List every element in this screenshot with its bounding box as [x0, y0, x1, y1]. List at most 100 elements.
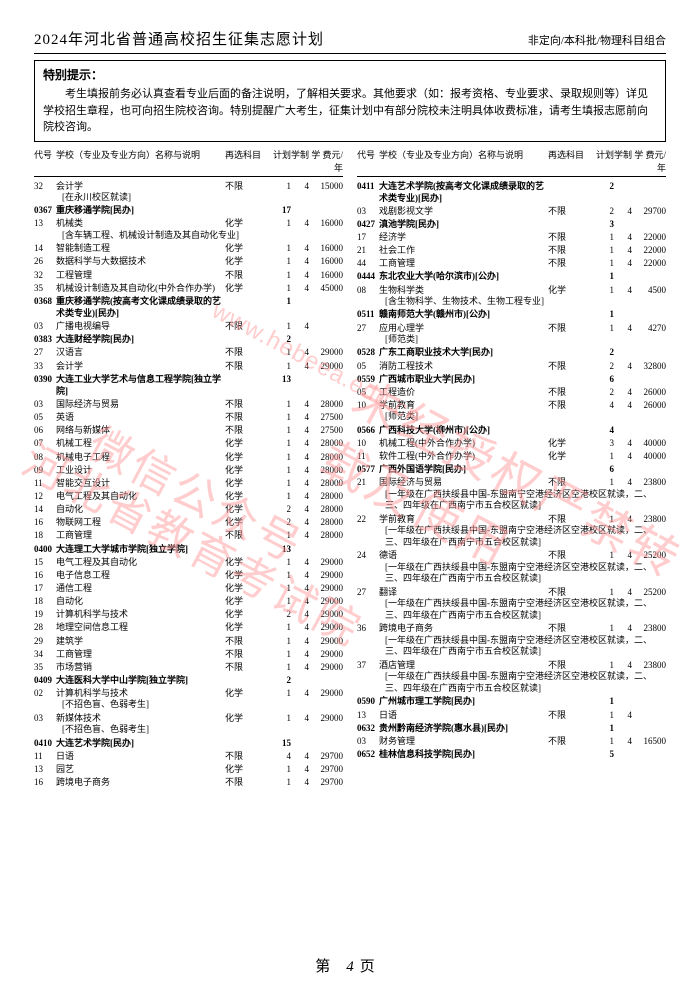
major-row: 35市场营销不限1429000	[34, 660, 343, 673]
cell-plan: 1	[271, 582, 291, 594]
col-header-code: 代号	[357, 148, 379, 174]
cell-plan: 1	[594, 586, 614, 598]
cell-fee: 27500	[309, 411, 343, 423]
page-header: 2024年河北省普通高校招生征集志愿计划 非定向/本科批/物理科目组合	[34, 28, 666, 54]
notice-body: 考生填报前务必认真查看专业后面的备注说明，了解相关要求。其他要求（如：报考资格、…	[43, 86, 657, 136]
cell-length: 4	[614, 399, 632, 411]
cell-code: 10	[357, 399, 379, 411]
cell-code: 33	[34, 360, 56, 372]
cell-length: 4	[291, 464, 309, 476]
school-row: 0444东北农业大学(哈尔滨市)[公办]1	[357, 269, 666, 282]
cell-name: 会计学	[56, 180, 225, 192]
cell-name: 工商管理	[56, 529, 225, 541]
cell-subject: 化学	[225, 282, 271, 294]
cell-plan: 1	[271, 712, 291, 724]
cell-code: 11	[34, 477, 56, 489]
cell-length	[614, 308, 632, 320]
cell-subject	[548, 748, 594, 760]
cell-code: 0400	[34, 543, 56, 555]
cell-code: 18	[34, 595, 56, 607]
cell-length: 4	[291, 320, 309, 332]
cell-subject: 不限	[548, 257, 594, 269]
cell-plan: 2	[594, 346, 614, 358]
cell-plan: 1	[271, 569, 291, 581]
cell-name: 电气工程及其自动化	[56, 556, 225, 568]
cell-name: 智能制造工程	[56, 242, 225, 254]
cell-subject	[548, 270, 594, 282]
cell-length: 4	[291, 569, 309, 581]
cell-name: 学前教育	[379, 399, 548, 411]
cell-length: 4	[614, 476, 632, 488]
cell-fee	[632, 373, 666, 385]
cell-fee	[309, 295, 343, 319]
cell-name: 网络与新媒体	[56, 424, 225, 436]
cell-fee: 16000	[309, 242, 343, 254]
cell-name: 德语	[379, 549, 548, 561]
cell-subject: 化学	[225, 503, 271, 515]
cell-name: 新媒体技术	[56, 712, 225, 724]
school-row: 0590广州城市理工学院[民办]1	[357, 694, 666, 707]
major-row: 15电气工程及其自动化化学1429000	[34, 555, 343, 568]
cell-fee	[309, 204, 343, 216]
cell-code: 29	[34, 635, 56, 647]
col-header-name: 学校（专业及专业方向）名称与说明	[56, 148, 225, 174]
cell-plan: 1	[271, 451, 291, 463]
cell-plan: 13	[271, 543, 291, 555]
cell-length: 4	[291, 750, 309, 762]
cell-code: 02	[34, 687, 56, 699]
cell-name: 汉语言	[56, 346, 225, 358]
major-row: 09工业设计化学1428000	[34, 463, 343, 476]
school-row: 0577广西外国语学院[民办]6	[357, 462, 666, 475]
cell-plan: 1	[271, 269, 291, 281]
cell-code: 27	[34, 346, 56, 358]
school-row: 0559广西城市职业大学[民办]6	[357, 372, 666, 385]
left-column-body: 32会计学不限1415000[在永川校区就读]0367重庆移通学院[民办]171…	[34, 179, 343, 789]
cell-plan: 1	[271, 595, 291, 607]
cell-length: 4	[291, 776, 309, 788]
cell-subject	[548, 463, 594, 475]
school-row: 0528广东工商职业技术大学[民办]2	[357, 345, 666, 358]
cell-length: 4	[614, 386, 632, 398]
cell-length	[291, 204, 309, 216]
cell-name: 工商管理	[56, 648, 225, 660]
major-row: 03国际经济与贸易不限1428000	[34, 397, 343, 410]
cell-name: 财务管理	[379, 735, 548, 747]
major-row: 05英语不限1427500	[34, 410, 343, 423]
cell-name: 计算机科学与技术	[56, 608, 225, 620]
major-row: 08生物科学类化学144500	[357, 283, 666, 296]
school-row: 0368重庆移通学院(按高考文化课成绩录取的艺术类专业)[民办]1	[34, 294, 343, 319]
cell-plan: 6	[594, 373, 614, 385]
cell-code: 26	[34, 255, 56, 267]
cell-length: 4	[614, 622, 632, 634]
cell-plan: 1	[594, 476, 614, 488]
cell-name: 大连理工大学城市学院[独立学院]	[56, 543, 225, 555]
cell-plan: 1	[594, 308, 614, 320]
cell-subject: 不限	[225, 648, 271, 660]
major-row: 03新媒体技术化学1429000	[34, 711, 343, 724]
cell-subject	[548, 308, 594, 320]
cell-fee: 29700	[309, 750, 343, 762]
cell-fee: 29000	[309, 595, 343, 607]
cell-subject	[548, 722, 594, 734]
major-row: 37酒店管理不限1423800	[357, 658, 666, 671]
note-text: [一年级在广西扶绥县中国-东盟南宁空港经济区空港校区就读，二、三、四年级在广西南…	[357, 598, 666, 621]
cell-name: 广西城市职业大学[民办]	[379, 373, 548, 385]
cell-code: 0590	[357, 695, 379, 707]
cell-plan: 1	[271, 648, 291, 660]
cell-name: 工业设计	[56, 464, 225, 476]
cell-code: 14	[34, 242, 56, 254]
cell-fee: 23800	[632, 622, 666, 634]
right-column-body: 0411大连艺术学院(按高考文化课成绩录取的艺术类专业)[民办]203戏剧影视文…	[357, 179, 666, 761]
cell-fee: 26000	[632, 399, 666, 411]
cell-plan: 2	[271, 503, 291, 515]
cell-name: 机械工程(中外合作办学)	[379, 437, 548, 449]
cell-plan: 1	[594, 513, 614, 525]
major-row: 32工程管理不限1416000	[34, 268, 343, 281]
major-row: 12电气工程及其自动化化学1428000	[34, 489, 343, 502]
cell-length: 4	[291, 635, 309, 647]
cell-plan: 2	[594, 180, 614, 204]
cell-length	[291, 543, 309, 555]
cell-code: 06	[34, 424, 56, 436]
cell-fee: 25200	[632, 549, 666, 561]
cell-name: 戏剧影视文学	[379, 205, 548, 217]
